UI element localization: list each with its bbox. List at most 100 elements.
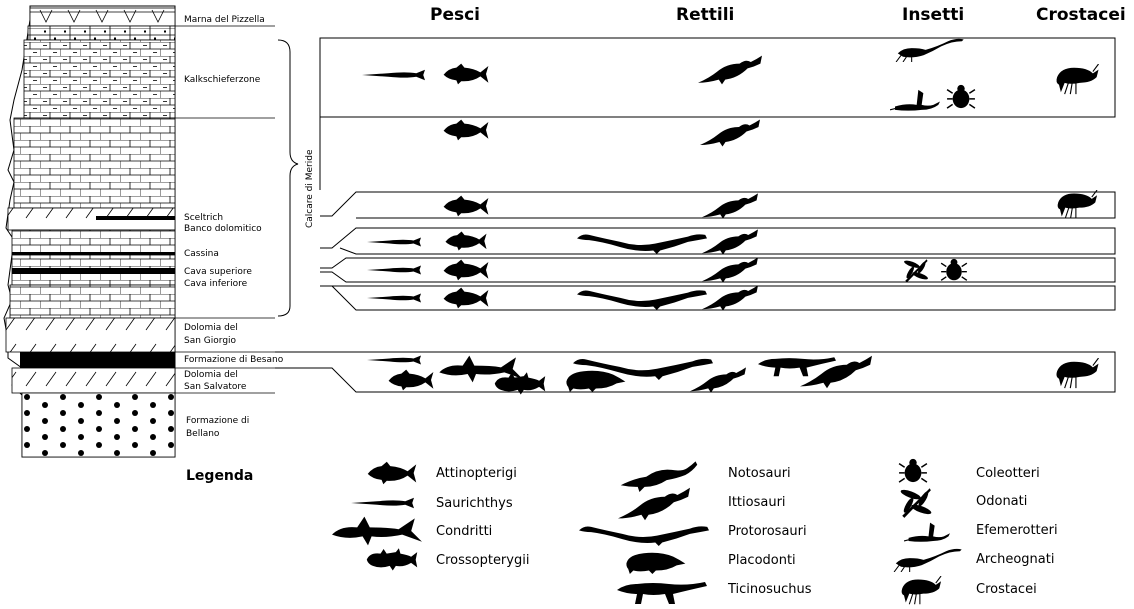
saurichthys-icon xyxy=(367,293,421,303)
dragonfly-silhouette-icon xyxy=(899,487,933,518)
beetle-silhouette-icon xyxy=(898,458,928,483)
saurichthys-icon xyxy=(367,265,421,275)
dragonfly-icon xyxy=(903,259,929,283)
actinopterygian-icon xyxy=(388,369,434,391)
header-rettili: Rettili xyxy=(676,5,734,25)
actinopterygian-icon xyxy=(443,195,489,217)
row-cava-superiore xyxy=(320,257,1116,283)
legend-attinopterigi: Attinopterigi xyxy=(436,466,517,481)
label-marna: Marna del Pizzella xyxy=(184,15,265,25)
stratigraphic-column xyxy=(3,5,176,458)
legend-coleotteri: Coleotteri xyxy=(976,466,1040,481)
layer-cassina xyxy=(11,229,176,255)
legend-condritti: Condritti xyxy=(436,524,492,539)
ticinosuchus-silhouette-icon xyxy=(617,582,707,604)
formation-dividers xyxy=(175,25,275,394)
formation-labels: Marna del Pizzella Kalkschieferzone Scel… xyxy=(184,15,284,439)
placodont-silhouette-icon xyxy=(626,552,686,574)
label-besano: Formazione di Besano xyxy=(184,355,284,365)
ichthyosaur-icon xyxy=(702,229,758,255)
saurichthys-icon xyxy=(367,355,421,365)
header-crostacei: Crostacei xyxy=(1036,5,1126,25)
legend-saurichthys: Saurichthys xyxy=(436,496,513,511)
label-bellano-2: Bellano xyxy=(186,429,220,439)
ichthyosaur-icon xyxy=(700,119,760,147)
coelacanth-icon xyxy=(494,372,546,395)
meride-bracket xyxy=(277,39,299,317)
legend-archeognati: Archeognati xyxy=(976,552,1054,567)
ichthyosaur-icon xyxy=(698,55,762,85)
legend-efemerotteri: Efemerotteri xyxy=(976,523,1058,538)
shrimp-icon xyxy=(1055,64,1100,95)
lobe-fin-fish-silhouette-icon xyxy=(366,548,418,571)
protorosaur-icon xyxy=(577,290,707,310)
label-cava-inferiore: Cava inferiore xyxy=(184,279,248,289)
legend-title: Legenda xyxy=(186,468,253,484)
actinopterygian-icon xyxy=(443,259,489,281)
protorosaur-silhouette-icon xyxy=(579,526,709,546)
fossil-silhouettes xyxy=(362,38,1100,395)
label-cassina: Cassina xyxy=(184,249,219,259)
label-bellano-1: Formazione di xyxy=(186,416,249,426)
placodont-icon xyxy=(566,370,626,392)
legend-placodonti: Placodonti xyxy=(728,553,796,568)
nothosaur-silhouette-icon xyxy=(620,461,698,492)
layer-formazione-besano xyxy=(20,352,175,368)
row-cassina xyxy=(320,227,1116,255)
ichthyosaur-icon xyxy=(702,285,758,311)
saurichthys-icon xyxy=(362,69,425,81)
label-calcare-di-meride: Calcare di Meride xyxy=(305,149,315,228)
ichthyosaur-icon xyxy=(702,193,758,219)
mayfly-silhouette-icon xyxy=(904,521,950,543)
shrimp-icon xyxy=(1055,358,1100,389)
label-dolomia-san-giorgio-1: Dolomia del xyxy=(184,323,238,333)
row-sceltrich xyxy=(320,191,1116,219)
ichthyosaur-silhouette-icon xyxy=(618,487,690,521)
layer-kalkschieferzone xyxy=(23,39,176,119)
ichthyosaur-icon xyxy=(702,257,758,283)
legend-protorosauri: Protorosauri xyxy=(728,524,807,539)
header-pesci: Pesci xyxy=(430,5,480,25)
label-cava-superiore: Cava superiore xyxy=(184,267,252,277)
ichthyosaur-icon xyxy=(690,367,746,393)
long-fish-silhouette-icon xyxy=(351,497,414,509)
actinopterygian-icon xyxy=(443,287,489,309)
layer-dolomia-san-salvatore xyxy=(11,367,176,394)
label-banco-dolomitico: Banco dolomitico xyxy=(184,224,262,234)
label-sceltrich: Sceltrich xyxy=(184,213,223,223)
row-cava-inferiore xyxy=(320,285,1116,311)
shark-silhouette-icon xyxy=(332,516,422,546)
row-besano xyxy=(275,351,1116,393)
label-dolomia-san-giorgio-2: San Giorgio xyxy=(184,336,237,346)
label-dolomia-san-salvatore-1: Dolomia del xyxy=(184,370,238,380)
protorosaur-icon xyxy=(577,234,707,254)
shrimp-icon xyxy=(1057,190,1098,219)
layer-meride-lower xyxy=(9,284,176,319)
actinopterygian-icon xyxy=(443,119,489,141)
fossil-rows xyxy=(275,37,1116,393)
shrimp-silhouette-icon xyxy=(901,576,942,605)
legend-ittiosauri: Ittiosauri xyxy=(728,495,786,510)
layer-marna-bricks xyxy=(27,25,176,41)
layer-dolomia-san-giorgio xyxy=(5,317,176,353)
legend-notosauri: Notosauri xyxy=(728,466,791,481)
actinopterygian-icon xyxy=(445,231,487,251)
saurichthys-icon xyxy=(367,237,421,247)
label-dolomia-san-salvatore-2: San Salvatore xyxy=(184,382,247,392)
legend-crossopterygii: Crossopterygii xyxy=(436,553,529,568)
fish-silhouette-icon xyxy=(367,461,417,485)
row-kalkschieferzone xyxy=(319,37,1116,118)
beetle-icon xyxy=(946,84,976,109)
beetle-icon xyxy=(940,258,968,282)
bristletail-silhouette-icon xyxy=(893,548,962,572)
layer-formazione-bellano xyxy=(21,392,176,458)
legend: Legenda Attinopterigi Saurichthys Condri… xyxy=(186,458,1058,605)
label-kalkschieferzone: Kalkschieferzone xyxy=(184,75,261,85)
mayfly-icon xyxy=(890,89,940,112)
layer-meride-upper xyxy=(13,117,176,209)
header-insetti: Insetti xyxy=(902,5,964,25)
legend-crostacei: Crostacei xyxy=(976,582,1037,597)
legend-ticinosuchus: Ticinosuchus xyxy=(727,582,812,597)
bristletail-icon xyxy=(895,38,965,62)
